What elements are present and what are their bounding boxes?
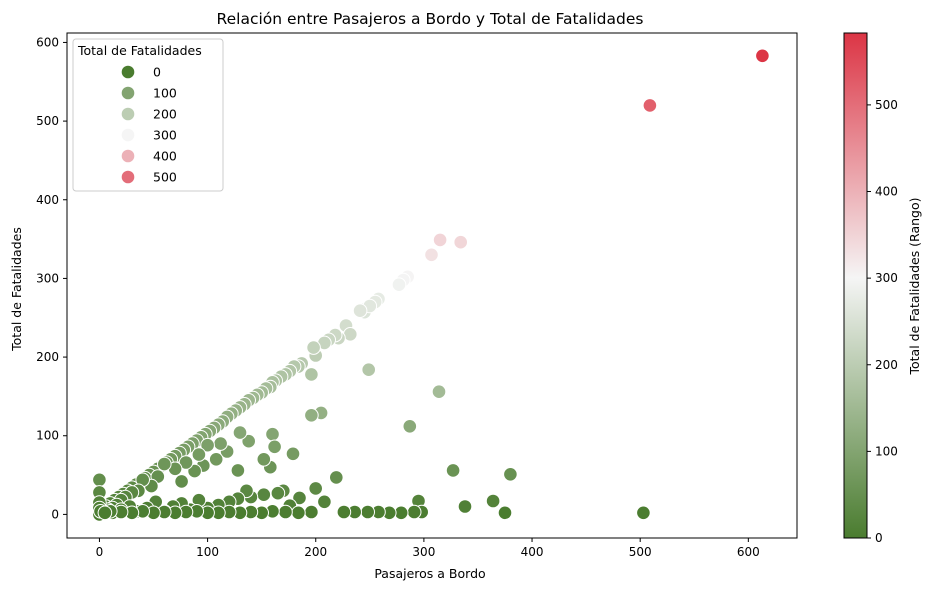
- legend-title: Total de Fatalidades: [77, 43, 202, 58]
- data-point: [445, 463, 461, 478]
- y-axis-label: Total de Fatalidades: [9, 227, 24, 352]
- y-tick-label: 0: [51, 507, 59, 521]
- data-point: [329, 470, 344, 485]
- colorbar-tick-label: 300: [875, 271, 898, 285]
- colorbar-gradient: [843, 32, 868, 539]
- colorbar-tick-label: 200: [875, 358, 898, 372]
- data-point: [402, 419, 418, 434]
- data-point: [424, 247, 439, 263]
- data-point: [92, 472, 107, 488]
- x-tick-label: 500: [629, 545, 652, 559]
- legend-marker: [120, 127, 136, 143]
- data-point: [230, 463, 246, 478]
- colorbar-tick-label: 500: [875, 98, 898, 112]
- data-point: [317, 494, 332, 510]
- data-point: [157, 456, 172, 472]
- plot-frame: [66, 32, 798, 539]
- colorbar-tick-label: 0: [875, 531, 883, 545]
- data-point: [306, 340, 321, 355]
- data-point: [267, 439, 282, 455]
- data-point: [432, 232, 448, 248]
- data-point: [453, 234, 469, 250]
- legend-label: 300: [153, 128, 177, 143]
- data-point: [191, 447, 207, 462]
- data-point: [352, 303, 368, 319]
- x-axis-label: Pasajeros a Bordo: [374, 566, 485, 581]
- data-point: [485, 493, 501, 509]
- legend-marker: [120, 169, 136, 185]
- x-tick-label: 300: [412, 545, 435, 559]
- data-point: [406, 504, 422, 520]
- y-tick-label: 200: [36, 350, 59, 364]
- data-point: [256, 452, 272, 467]
- data-point: [308, 481, 324, 496]
- data-point: [391, 277, 407, 293]
- x-axis: 0 100 200 300 400 500 600: [96, 538, 760, 559]
- legend-box: [72, 38, 224, 192]
- legend-marker: [120, 64, 136, 80]
- colorbar-tick-label: 400: [875, 185, 898, 199]
- data-point: [187, 463, 202, 479]
- plot-area: [66, 32, 798, 539]
- data-point: [241, 433, 256, 449]
- data-point: [232, 425, 248, 440]
- data-point: [360, 504, 376, 520]
- data-point: [270, 485, 286, 501]
- legend-label: 200: [153, 107, 177, 122]
- y-axis: 0 100 200 300 400 500 600: [36, 35, 67, 521]
- data-point: [304, 367, 319, 382]
- data-point: [642, 98, 658, 113]
- data-point: [200, 437, 215, 453]
- x-tick-label: 200: [304, 545, 327, 559]
- data-point: [291, 505, 306, 521]
- data-point: [431, 384, 447, 400]
- y-tick-label: 500: [36, 114, 59, 128]
- y-tick-label: 400: [36, 193, 59, 207]
- data-point: [304, 408, 319, 423]
- data-point: [256, 487, 272, 503]
- data-point: [457, 499, 473, 514]
- x-tick-label: 100: [196, 545, 219, 559]
- data-point: [265, 426, 280, 442]
- colorbar-tick-label: 100: [875, 444, 898, 458]
- colorbar-label: Total de Fatalidades (Rango): [907, 197, 922, 375]
- data-point: [174, 474, 189, 489]
- x-tick-label: 600: [737, 545, 760, 559]
- data-point: [503, 467, 518, 482]
- data-point: [292, 490, 307, 506]
- chart-title: Relación entre Pasajeros a Bordo y Total…: [217, 10, 644, 28]
- data-point: [497, 505, 513, 521]
- data-point: [97, 505, 113, 521]
- legend-label: 500: [153, 170, 177, 185]
- legend: Total de Fatalidades 0 100 200 300 400 500: [72, 38, 224, 192]
- data-point: [336, 504, 352, 520]
- data-point: [278, 504, 293, 520]
- data-point: [361, 362, 377, 378]
- legend-label: 0: [153, 65, 161, 80]
- y-tick-label: 300: [36, 271, 59, 285]
- x-tick-label: 0: [96, 545, 104, 559]
- legend-label: 100: [153, 86, 177, 101]
- legend-marker: [120, 106, 136, 122]
- data-point: [178, 455, 194, 470]
- data-point: [208, 452, 224, 467]
- legend-marker: [120, 85, 136, 101]
- y-tick-label: 600: [36, 35, 59, 49]
- legend-marker: [120, 148, 136, 164]
- legend-label: 400: [153, 149, 177, 164]
- colorbar: 0 100 200 300 400 500 Total de Fatalidades (Ra…: [843, 32, 922, 545]
- data-point: [304, 504, 319, 520]
- x-tick-label: 400: [521, 545, 544, 559]
- data-point: [636, 505, 651, 521]
- data-point: [285, 446, 301, 462]
- data-point: [213, 436, 228, 451]
- data-point: [755, 48, 770, 64]
- y-tick-label: 100: [36, 429, 59, 443]
